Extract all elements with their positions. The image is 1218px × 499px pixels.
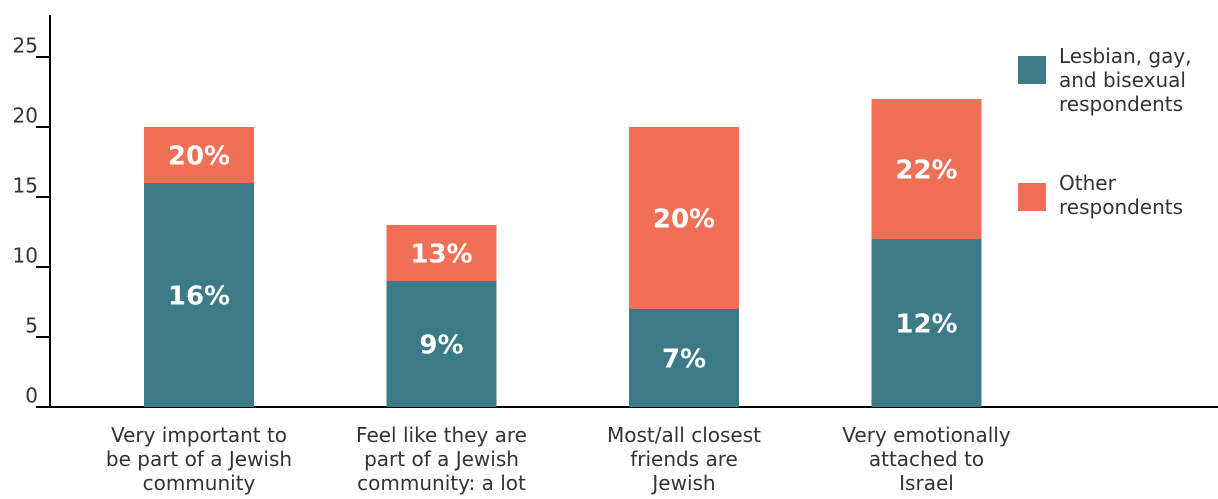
x-tick-label: Most/all closest friends are Jewish	[607, 423, 761, 495]
x-tick-label: Very important to be part of a Jewish comm…	[106, 423, 292, 495]
value-label: 12%	[895, 310, 957, 340]
x-tick-label-line: Israel	[899, 471, 954, 495]
value-label: 9%	[419, 331, 463, 361]
y-tick-label: 20	[13, 104, 38, 128]
bar	[629, 309, 739, 407]
legend-label-line: Other	[1059, 171, 1117, 195]
x-tick-label-line: attached to	[869, 447, 984, 471]
x-tick-label-line: be part of a Jewish	[106, 447, 292, 471]
x-tick-label-line: Very emotionally	[842, 423, 1011, 447]
value-label: 20%	[168, 142, 230, 172]
legend-label-line: respondents	[1059, 92, 1183, 116]
legend-label: Other respondents	[1059, 171, 1183, 219]
legend-swatch	[1018, 56, 1046, 84]
bar	[386, 281, 497, 407]
x-tick-label-line: Feel like they are	[356, 423, 527, 447]
value-label: 7%	[662, 345, 706, 375]
x-tick-label: Very emotionally attached to Israel	[842, 423, 1011, 495]
x-tick-label-line: community	[143, 471, 256, 495]
y-tick-label: 10	[13, 244, 38, 268]
value-label: 20%	[653, 205, 715, 235]
x-tick-label-line: community: a lot	[357, 471, 526, 495]
y-tick-label: 5	[25, 314, 38, 338]
y-tick-label: 15	[13, 174, 38, 198]
x-tick-label-line: Very important to	[111, 423, 287, 447]
legend-label: Lesbian, gay, and bisexual respondents	[1059, 44, 1192, 116]
legend-label-line: Lesbian, gay,	[1059, 44, 1192, 68]
legend-label-line: respondents	[1059, 195, 1183, 219]
y-tick-label: 25	[13, 34, 38, 58]
x-tick-label-line: Most/all closest	[607, 423, 761, 447]
bar	[144, 183, 254, 407]
x-tick-label: Feel like they are part of a Jewish commun…	[356, 423, 527, 495]
x-tick-label-line: Jewish	[650, 471, 715, 495]
value-label: 22%	[895, 156, 957, 186]
value-label: 13%	[410, 240, 472, 270]
y-tick-label: 0	[25, 384, 38, 408]
x-tick-label-line: friends are	[630, 447, 738, 471]
bar	[871, 239, 982, 407]
x-tick-label-line: part of a Jewish	[364, 447, 519, 471]
value-label: 16%	[168, 282, 230, 312]
legend-swatch	[1018, 183, 1046, 211]
legend-label-line: and bisexual	[1059, 68, 1186, 92]
